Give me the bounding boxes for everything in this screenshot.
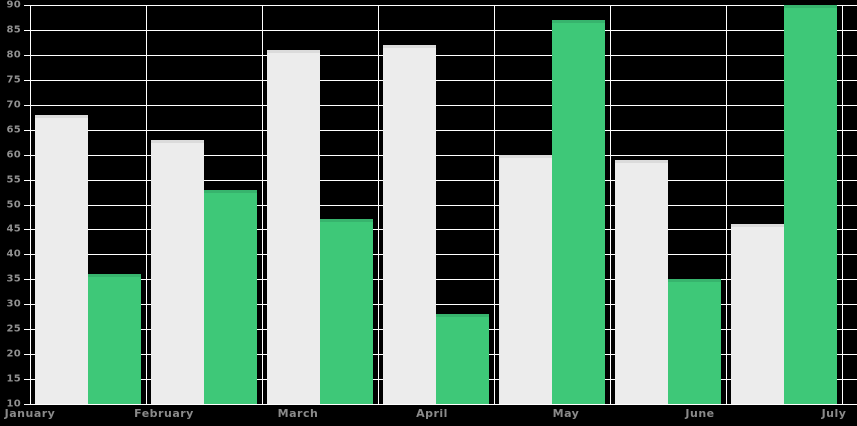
y-gridline [24,404,857,405]
bar-green-series-april[interactable] [436,314,489,404]
bar-green-series-july[interactable] [784,5,837,404]
y-gridline [24,204,857,206]
y-axis-tick-label: 10 [6,398,21,410]
x-axis-month-label: June [685,407,715,420]
bar-green-series-january[interactable] [88,274,141,404]
x-axis-month-label: April [416,407,448,420]
y-gridline [24,104,857,106]
y-axis-tick-label: 60 [6,149,21,161]
y-axis-tick-label: 65 [6,124,21,136]
y-axis-tick-label: 80 [6,49,21,61]
y-axis-tick-label: 50 [6,199,21,210]
x-gridline [146,5,147,404]
y-axis-line [30,5,31,404]
x-gridline [842,5,843,404]
x-gridline [610,5,611,404]
x-axis-month-label: February [134,407,194,420]
x-axis-month-label: July [821,407,847,420]
y-gridline [24,254,857,256]
y-gridline [24,279,857,281]
y-gridline [24,229,857,231]
y-gridline [24,154,857,156]
bar-gray-series-april[interactable] [383,44,436,404]
y-gridline [24,179,857,181]
y-axis-tick-label: 90 [6,0,21,11]
x-axis-month-label: May [552,407,580,420]
y-gridline [24,79,857,81]
y-axis-tick-label: 70 [6,99,21,111]
y-gridline [24,29,857,31]
y-axis-tick-label: 25 [6,323,21,335]
y-axis-tick-label: 45 [6,223,21,235]
bar-green-series-february[interactable] [204,189,257,404]
y-axis-tick-label: 40 [6,248,21,260]
x-gridline [494,5,495,404]
bar-green-series-march[interactable] [320,219,373,404]
y-gridline [24,129,857,131]
y-axis-tick-label: 55 [6,174,21,186]
x-gridline [262,5,263,404]
y-axis-tick-label: 35 [6,273,21,285]
bar-green-series-june[interactable] [668,279,721,404]
y-axis-tick-label: 30 [6,298,21,310]
y-gridline [24,304,857,306]
y-axis-tick-label: 85 [6,24,21,36]
y-gridline [24,54,857,56]
bar-gray-series-january[interactable] [35,114,88,404]
y-gridline [24,5,857,6]
bar-gray-series-july[interactable] [731,224,784,404]
bar-gray-series-march[interactable] [267,49,320,404]
bar-gray-series-february[interactable] [151,139,204,404]
x-axis-month-label: March [277,407,319,420]
bar-gray-series-may[interactable] [499,154,552,404]
x-gridline [378,5,379,404]
bar-green-series-may[interactable] [552,19,605,404]
x-gridline [726,5,727,404]
bar-gray-series-june[interactable] [615,159,668,404]
x-axis-month-label: January [4,407,56,420]
y-axis-tick-label: 75 [6,74,21,86]
y-axis-tick-label: 20 [6,348,21,360]
y-axis-tick-label: 15 [6,373,21,385]
